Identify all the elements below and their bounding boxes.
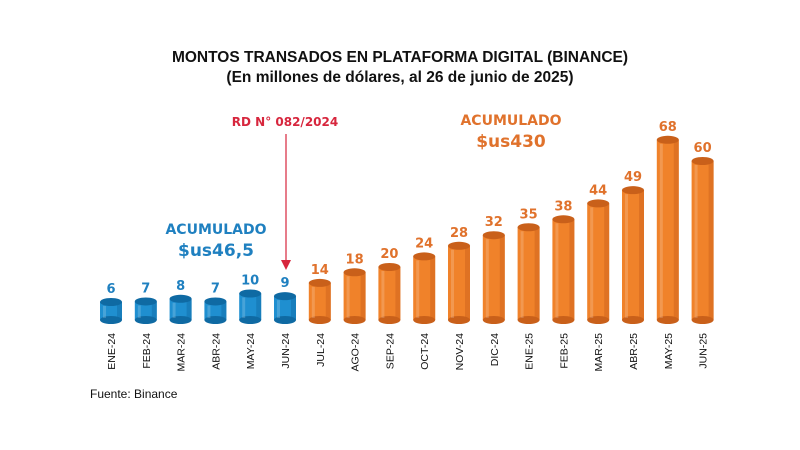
chart-subtitle: (En millones de dólares, al 26 de junio … [226, 69, 573, 86]
value-label: 7 [211, 281, 220, 296]
value-label: 28 [450, 226, 468, 241]
bar-dic-24 [482, 231, 505, 324]
cumulative-before-value: $us46,5 [178, 241, 254, 261]
value-label-group: 6 7 8 7 10 9 14 18 20 24 28 32 35 38 44 49 68 60 [106, 120, 711, 297]
tick-label: MAY-25 [663, 333, 675, 369]
tick-label: JUL-24 [315, 333, 327, 367]
tick-label: ENE-24 [106, 333, 118, 370]
bar-abr-24 [204, 297, 227, 324]
bar-ene-25 [517, 223, 540, 324]
cumulative-after-value: $us430 [476, 132, 546, 152]
value-label: 6 [106, 282, 115, 297]
bar-feb-24 [134, 297, 157, 324]
bar-may-25 [656, 135, 679, 324]
tick-label: SEP-24 [384, 333, 396, 369]
tick-label: ABR-24 [210, 333, 222, 370]
regulation-marker-arrow [281, 134, 291, 270]
value-label: 32 [485, 215, 503, 230]
value-label: 9 [280, 276, 289, 291]
tick-label: ENE-25 [524, 333, 536, 370]
value-label: 38 [554, 199, 572, 214]
value-label: 8 [176, 279, 185, 294]
bar-mar-25 [587, 199, 610, 324]
tick-label-group: ENE-24 FEB-24 MAR-24 ABR-24 MAY-24 JUN-24 JUL-… [106, 333, 710, 372]
bar-jun-24 [274, 292, 296, 324]
tick-label: OCT-24 [419, 333, 431, 370]
tick-label: MAR-25 [593, 333, 605, 372]
chart-title: MONTOS TRANSADOS EN PLATAFORMA DIGITAL (… [172, 49, 628, 66]
value-label: 68 [659, 120, 677, 135]
bar-jul-24 [308, 278, 331, 324]
bar-oct-24 [413, 252, 436, 324]
source-note: Fuente: Binance [90, 387, 178, 401]
bar-group [100, 135, 714, 324]
value-label: 10 [241, 274, 259, 289]
tick-label: FEB-25 [558, 333, 570, 369]
cumulative-after-label: ACUMULADO [460, 113, 561, 129]
regulation-marker-label: RD N° 082/2024 [232, 115, 338, 129]
tick-label: JUN-25 [698, 333, 710, 369]
bar-sep-24 [378, 263, 401, 324]
value-label: 60 [694, 141, 712, 156]
bar-feb-25 [552, 215, 575, 324]
value-label: 14 [311, 263, 329, 278]
value-label: 20 [380, 247, 398, 262]
tick-label: FEB-24 [141, 333, 153, 369]
tick-label: ABR-25 [628, 333, 640, 370]
tick-label: MAY-24 [245, 333, 257, 369]
value-label: 35 [520, 207, 538, 222]
bar-ene-24 [100, 298, 122, 324]
bar-abr-25 [622, 186, 644, 324]
bar-ago-24 [343, 268, 366, 324]
tick-label: DIC-24 [489, 333, 501, 366]
value-label: 24 [415, 236, 433, 251]
tick-label: AGO-24 [350, 333, 362, 372]
value-label: 49 [624, 170, 642, 185]
value-label: 44 [589, 183, 607, 198]
bar-nov-24 [448, 241, 470, 324]
tick-label: MAR-24 [176, 333, 188, 372]
value-label: 7 [141, 281, 150, 296]
bar-jun-25 [691, 157, 714, 324]
cumulative-before-label: ACUMULADO [165, 222, 266, 238]
bar-mar-24 [169, 294, 192, 324]
tick-label: JUN-24 [280, 333, 292, 369]
value-label: 18 [346, 252, 364, 267]
bar-may-24 [239, 289, 262, 324]
tick-label: NOV-24 [454, 333, 466, 371]
